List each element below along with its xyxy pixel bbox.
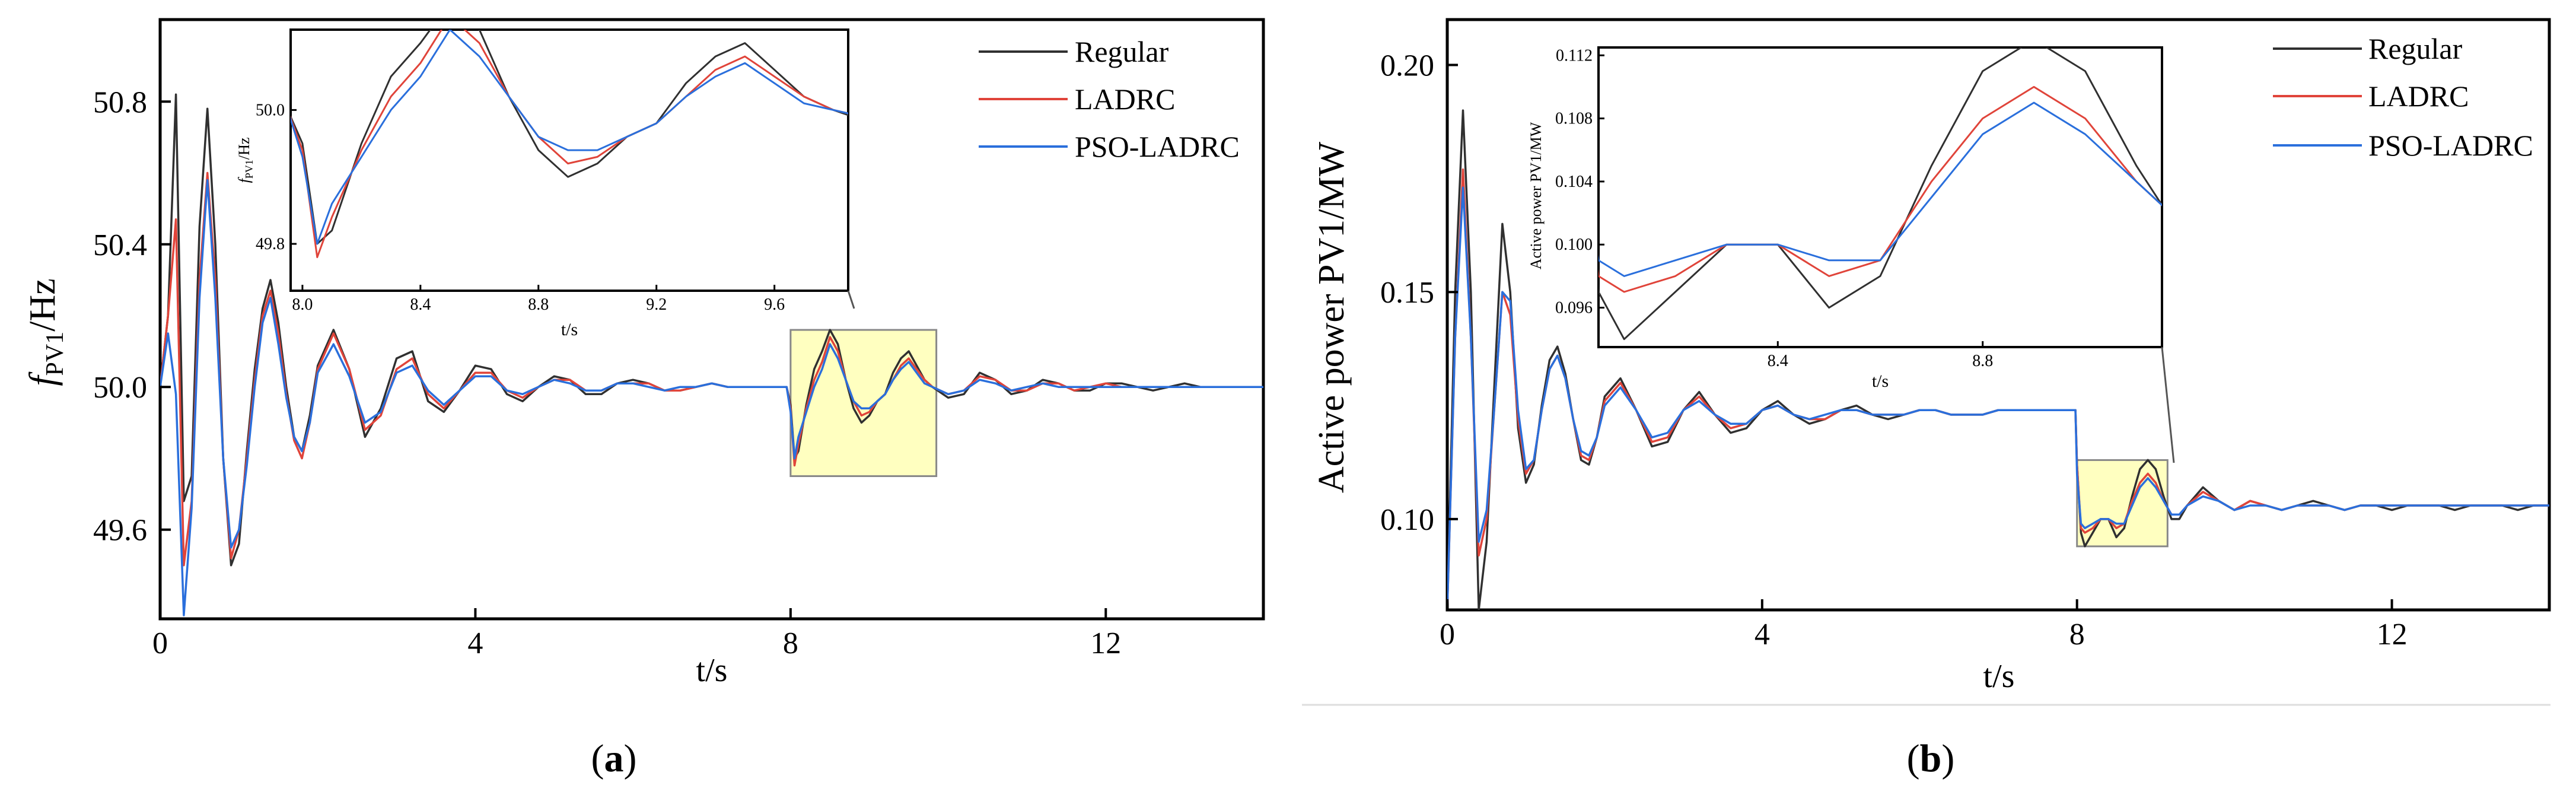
panel-b-series-layer <box>1447 109 2549 610</box>
panel-a-inset-x-tick-label: 9.2 <box>646 295 667 314</box>
panel-a-x-tick-label: 4 <box>467 627 483 660</box>
panel-b-inset-axis-ticks: 8.4 8.8 0.096 0.100 0.104 0.108 0.112 <box>1555 46 1993 370</box>
panel-b-inset-y-tick-label: 0.100 <box>1555 236 1593 254</box>
panel-b-inset-x-label: t/s <box>1872 371 1889 391</box>
panel-a-inset-y-label-sub: PV1 <box>243 160 255 179</box>
panel-b-axis-ticks: 0 4 8 12 0.10 0.15 0.20 <box>1380 49 2408 651</box>
panel-b-y-tick-label: 0.20 <box>1380 49 1434 83</box>
panel-b-x-tick-label: 0 <box>1440 618 1455 651</box>
panel-a-x-tick-label: 0 <box>152 627 168 660</box>
panel-a-inset-x-tick-label: 9.6 <box>764 295 785 314</box>
panel-a-caption-open: ( <box>591 737 604 780</box>
panel-a-inset-x-label: t/s <box>561 320 578 339</box>
panel-a-y-axis-label-sub: PV1 <box>42 332 69 376</box>
panel-a-y-axis-label: fPV1/Hz <box>23 278 69 386</box>
panel-a-x-tick-label: 8 <box>783 627 798 660</box>
panel-b-inset-y-tick-label: 0.096 <box>1555 299 1593 317</box>
panel-b-caption-letter: b <box>1920 737 1942 780</box>
panel-b-inset-x-tick-label: 8.8 <box>1972 352 1993 370</box>
panel-a-legend: Regular LADRC PSO-LADRC <box>979 35 1240 163</box>
panel-b-zoom-box <box>2076 459 2169 548</box>
panel-a-legend-ladrc: LADRC <box>1075 82 1175 116</box>
panel-b-zoom-region <box>2076 459 2169 548</box>
panel-a-legend-regular: Regular <box>1075 35 1169 68</box>
panel-a-caption: (a) <box>591 737 637 780</box>
panel-a-y-tick-label: 50.4 <box>93 228 147 262</box>
panel-b: 0 4 8 12 0.10 0.15 0.20 t/s Active power PV1/M… <box>1311 18 2551 780</box>
panel-b-zoom-connector <box>2161 346 2175 463</box>
panel-a-series-pso-ladrc <box>160 179 1263 616</box>
panel-a-inset: 8.0 8.4 8.8 9.2 9.6 49.8 50.0 t/s fPV1/Hz <box>235 28 849 339</box>
panel-b-y-tick-label: 0.10 <box>1380 503 1434 537</box>
panel-a-inset-x-tick-label: 8.0 <box>292 295 313 314</box>
panel-b-y-tick-label: 0.15 <box>1380 276 1434 310</box>
panel-a-inset-y-tick-label: 49.8 <box>256 235 285 253</box>
panel-b-caption-open: ( <box>1907 737 1920 780</box>
panel-a-inset-x-tick-label: 8.8 <box>528 295 549 314</box>
panel-b-legend-regular: Regular <box>2368 32 2463 65</box>
panel-a-y-axis-label-unit: /Hz <box>23 278 63 332</box>
panel-b-legend-pso-ladrc: PSO-LADRC <box>2368 129 2533 162</box>
panel-a-inset-axis-ticks: 8.0 8.4 8.8 9.2 9.6 49.8 50.0 <box>256 101 785 314</box>
panel-a-inset-y-label-unit: /Hz <box>235 138 253 160</box>
panel-a-inset-frame <box>289 28 849 292</box>
panel-b-x-axis-label: t/s <box>1983 658 2015 695</box>
panel-b-series-pso-ladrc <box>1447 186 2549 610</box>
panel-b-inset-y-tick-label: 0.104 <box>1555 173 1593 191</box>
panel-b-caption: (b) <box>1907 737 1955 780</box>
panel-a-legend-pso-ladrc: PSO-LADRC <box>1075 130 1240 163</box>
panel-a-x-axis-label: t/s <box>696 652 728 689</box>
panel-b-inset-y-tick-label: 0.108 <box>1555 110 1593 128</box>
panel-a-y-tick-label: 50.8 <box>93 85 147 119</box>
panel-b-plot-frame <box>1445 18 2551 612</box>
panel-a-x-tick-label: 12 <box>1090 627 1121 660</box>
panel-b-caption-close: ) <box>1941 737 1954 780</box>
panel-b-legend: Regular LADRC PSO-LADRC <box>2273 32 2533 162</box>
panel-a-inset-y-label-main: f <box>235 176 253 183</box>
panel-a-caption-close: ) <box>624 737 637 780</box>
panel-b-inset-y-tick-label: 0.112 <box>1556 46 1593 65</box>
panel-b-x-tick-label: 12 <box>2377 618 2408 651</box>
panel-b-y-axis-label: Active power PV1/MW <box>1311 141 1352 493</box>
panel-a-y-tick-label: 50.0 <box>93 371 147 405</box>
panel-b-inset-y-label: Active power PV1/MW <box>1527 122 1545 269</box>
panel-a-zoom-box <box>789 329 938 478</box>
panel-b-x-tick-label: 4 <box>1755 618 1770 651</box>
panel-a-caption-letter: a <box>604 737 624 780</box>
panel-b-inset-x-tick-label: 8.4 <box>1768 352 1788 370</box>
panel-a-inset-x-tick-label: 8.4 <box>410 295 431 314</box>
panel-a-zoom-region <box>789 329 938 478</box>
panel-a-inset-y-tick-label: 50.0 <box>256 101 285 119</box>
panel-b-inset: 8.4 8.8 0.096 0.100 0.104 0.108 0.112 t/s Acti… <box>1527 46 2163 391</box>
panel-a-zoom-connector <box>847 290 855 309</box>
panel-a-y-tick-label: 49.6 <box>93 514 147 548</box>
panel-a-series-layer <box>160 93 1263 616</box>
panel-a-axis-ticks: 0 4 8 12 49.6 50.0 50.4 50.8 <box>93 85 1121 660</box>
panel-b-x-tick-label: 8 <box>2069 618 2085 651</box>
panel-a-inset-y-label: fPV1/Hz <box>235 138 255 183</box>
panel-b-inset-frame <box>1597 46 2163 348</box>
panel-a-plot-frame <box>158 18 1265 621</box>
panel-b-legend-ladrc: LADRC <box>2368 80 2469 113</box>
